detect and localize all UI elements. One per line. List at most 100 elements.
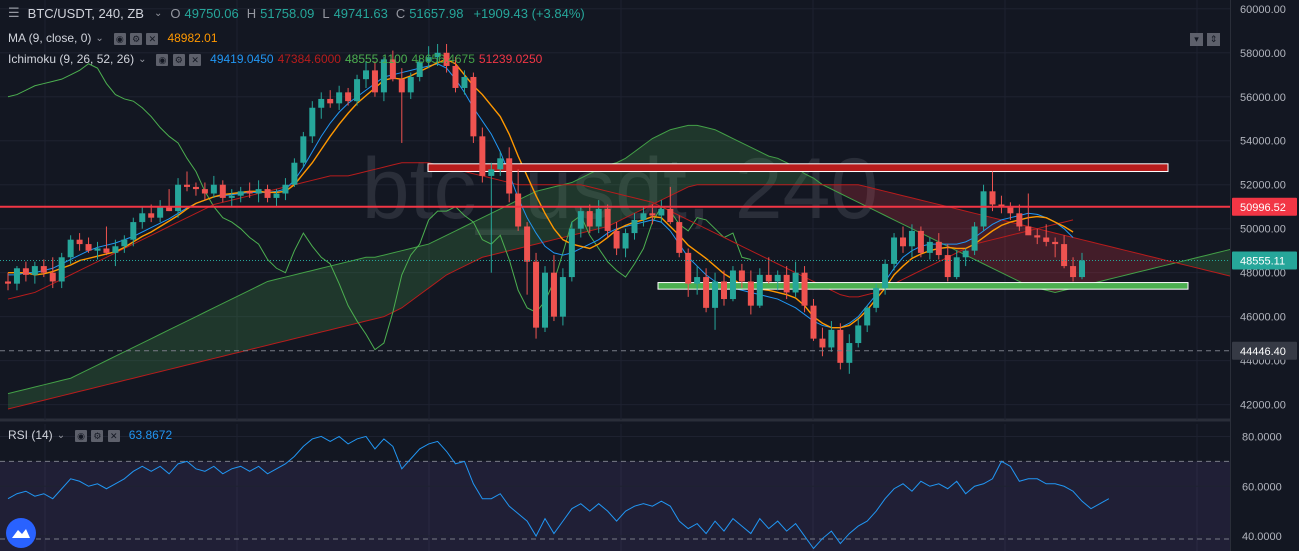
candle[interactable] xyxy=(318,92,325,119)
candle[interactable] xyxy=(345,87,352,106)
candle[interactable] xyxy=(354,74,361,106)
candle[interactable] xyxy=(398,68,405,143)
candle[interactable] xyxy=(676,215,683,258)
close-icon[interactable]: ✕ xyxy=(107,430,120,442)
candle[interactable] xyxy=(1052,237,1059,258)
candle[interactable] xyxy=(201,182,208,201)
candle[interactable] xyxy=(747,270,754,315)
candle[interactable] xyxy=(184,171,190,192)
candle[interactable] xyxy=(336,85,343,110)
candle[interactable] xyxy=(873,283,880,313)
chevron-down-icon[interactable]: ⌄ xyxy=(153,7,163,19)
candle[interactable] xyxy=(595,200,602,234)
candle[interactable] xyxy=(94,241,101,260)
collapse-pane-icon[interactable]: ▾ xyxy=(1190,33,1203,46)
candle[interactable] xyxy=(729,266,736,302)
candle[interactable] xyxy=(738,263,745,289)
candle[interactable] xyxy=(479,127,486,183)
candle[interactable] xyxy=(452,57,459,93)
candle[interactable] xyxy=(631,213,638,240)
candle[interactable] xyxy=(506,147,513,203)
candle[interactable] xyxy=(792,261,799,297)
candle[interactable] xyxy=(550,255,557,322)
close-icon[interactable]: ✕ xyxy=(189,54,202,66)
candle[interactable] xyxy=(1016,204,1023,231)
ma-title[interactable]: MA (9, close, 0) xyxy=(8,31,92,45)
candle[interactable] xyxy=(461,70,468,95)
candle[interactable] xyxy=(175,178,182,218)
candle[interactable] xyxy=(76,233,83,251)
candle[interactable] xyxy=(658,200,665,223)
candle[interactable] xyxy=(282,178,289,201)
candle[interactable] xyxy=(309,101,316,143)
candle[interactable] xyxy=(828,321,835,352)
candle[interactable] xyxy=(1034,228,1041,245)
candle[interactable] xyxy=(774,270,781,291)
candle[interactable] xyxy=(1043,224,1050,247)
candle[interactable] xyxy=(542,266,548,333)
candle[interactable] xyxy=(40,259,47,278)
candle[interactable] xyxy=(989,171,996,212)
candle[interactable] xyxy=(613,222,620,256)
candle[interactable] xyxy=(470,72,477,143)
chevron-down-icon[interactable]: ⌄ xyxy=(56,429,66,441)
candle[interactable] xyxy=(255,180,262,203)
candle[interactable] xyxy=(291,158,298,187)
candle[interactable] xyxy=(1061,235,1068,269)
candle[interactable] xyxy=(31,261,38,284)
candle[interactable] xyxy=(944,244,951,282)
candle[interactable] xyxy=(962,248,969,267)
ichimoku-title[interactable]: Ichimoku (9, 26, 52, 26) xyxy=(8,52,135,66)
candle[interactable] xyxy=(85,237,92,253)
horizontal-lines[interactable] xyxy=(0,205,1230,352)
candle[interactable] xyxy=(130,217,137,247)
candle[interactable] xyxy=(953,250,960,280)
candle[interactable] xyxy=(908,224,915,258)
candle[interactable] xyxy=(407,72,414,99)
candles[interactable] xyxy=(5,43,1085,374)
candle[interactable] xyxy=(703,268,710,313)
candle[interactable] xyxy=(497,151,504,176)
eye-icon[interactable]: ◉ xyxy=(113,33,126,45)
candle[interactable] xyxy=(783,266,790,300)
eye-icon[interactable]: ◉ xyxy=(75,430,88,442)
candle[interactable] xyxy=(568,222,575,282)
candle[interactable] xyxy=(649,204,656,225)
candle[interactable] xyxy=(273,189,280,207)
symbol-title[interactable]: BTC/USDT, 240, ZB xyxy=(27,5,144,21)
candle[interactable] xyxy=(586,204,593,234)
candle[interactable] xyxy=(855,318,862,348)
candle[interactable] xyxy=(882,259,889,295)
candle[interactable] xyxy=(228,189,235,207)
price-axis[interactable]: 42000.0044000.0046000.0048000.0050000.00… xyxy=(1230,0,1299,551)
candle[interactable] xyxy=(980,184,987,231)
candle[interactable] xyxy=(380,57,387,102)
candle[interactable] xyxy=(926,237,933,260)
candle[interactable] xyxy=(559,268,566,326)
candle[interactable] xyxy=(192,182,199,196)
candle[interactable] xyxy=(756,268,763,308)
hamburger-icon[interactable]: ☰ xyxy=(8,5,20,20)
candle[interactable] xyxy=(810,299,817,341)
candle[interactable] xyxy=(121,235,128,253)
candle[interactable] xyxy=(237,186,244,203)
candle[interactable] xyxy=(58,252,65,289)
candle[interactable] xyxy=(622,228,629,258)
chevron-down-icon[interactable]: ⌄ xyxy=(95,32,104,44)
candle[interactable] xyxy=(264,184,271,203)
candle[interactable] xyxy=(685,248,692,297)
candle[interactable] xyxy=(604,204,611,238)
candle[interactable] xyxy=(524,222,531,295)
candle[interactable] xyxy=(1007,202,1014,220)
candle[interactable] xyxy=(971,222,978,256)
candle[interactable] xyxy=(712,272,719,330)
candle[interactable] xyxy=(434,43,441,66)
candle[interactable] xyxy=(139,206,146,229)
candle[interactable] xyxy=(425,46,432,69)
candle[interactable] xyxy=(488,162,495,273)
candle[interactable] xyxy=(300,131,307,168)
candle[interactable] xyxy=(246,182,253,198)
candle[interactable] xyxy=(5,272,11,291)
candle[interactable] xyxy=(891,233,898,271)
candle[interactable] xyxy=(363,61,369,88)
